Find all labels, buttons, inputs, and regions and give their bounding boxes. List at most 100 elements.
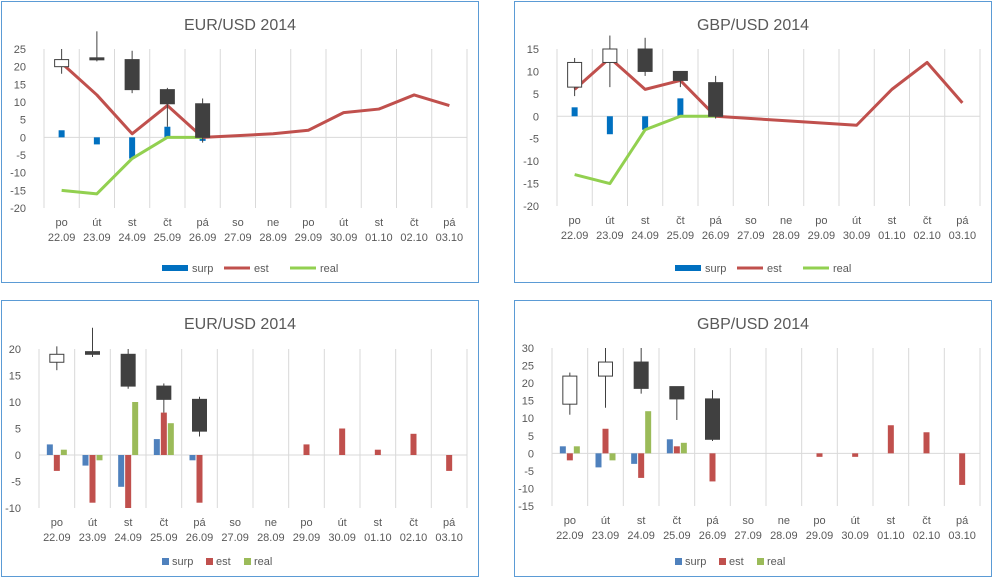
chart-panel-eurusd-bar: EUR/USD 2014 -10 -5 0 5 10 15 20 po 22.09 út 23.09 s… <box>1 300 479 577</box>
x-tick-day-label: pá <box>193 517 206 529</box>
x-tick-day-label: út <box>92 217 101 229</box>
real-bar <box>680 442 687 454</box>
x-tick-day-label: pá <box>197 217 210 229</box>
legend-swatch-surp <box>162 265 188 271</box>
x-tick-day-label: pá <box>956 515 969 527</box>
x-tick-date-label: 22.09 <box>48 232 76 244</box>
real-bar <box>645 411 652 454</box>
est-bar <box>374 449 381 455</box>
x-tick-day-label: čt <box>673 515 682 527</box>
x-tick-day-label: po <box>300 517 312 529</box>
candle-body <box>708 82 724 117</box>
chart-eurusd-line: EUR/USD 2014 -20 -15 -10 -5 0 5 10 15 20 25 po 22.09… <box>10 17 468 275</box>
x-tick-day-label: ne <box>778 515 790 527</box>
x-tick-date-label: 29.09 <box>295 232 323 244</box>
x-tick-date-label: 27.09 <box>221 532 249 544</box>
x-tick-day-label: ne <box>267 217 279 229</box>
y-tick-label: 20 <box>522 378 534 390</box>
est-bar <box>303 444 310 455</box>
chart-gbpusd-line: GBP/USD 2014 -20 -15 -10 -5 0 5 10 15 po 22.09 út 23… <box>523 17 981 275</box>
legend-label-surp: surp <box>172 556 193 568</box>
y-tick-label: 5 <box>15 424 21 436</box>
x-tick-day-label: so <box>232 217 244 229</box>
chart-title: EUR/USD 2014 <box>184 17 296 34</box>
x-tick-date-label: 30.09 <box>330 232 358 244</box>
x-tick-day-label: st <box>637 515 646 527</box>
x-tick-date-label: 24.09 <box>627 530 655 542</box>
x-tick-date-label: 26.09 <box>702 230 730 242</box>
x-tick-date-label: 03.10 <box>436 232 464 244</box>
candle-body <box>192 398 207 432</box>
legend-swatch-est <box>719 558 726 565</box>
y-tick-label: 5 <box>533 89 539 101</box>
x-tick-date-label: 01.10 <box>878 230 906 242</box>
x-tick-day-label: st <box>641 215 650 227</box>
surp-bar <box>666 439 673 454</box>
legend-label-surp: surp <box>192 263 213 275</box>
x-tick-day-label: po <box>56 217 68 229</box>
surp-bar <box>595 453 602 468</box>
surp-bar <box>58 130 65 138</box>
y-tick-label: 20 <box>9 344 21 356</box>
x-tick-date-label: 02.10 <box>913 530 941 542</box>
legend-label-est: est <box>729 556 744 568</box>
legend-label-real: real <box>767 556 785 568</box>
y-tick-label: -10 <box>518 483 534 495</box>
x-tick-date-label: 01.10 <box>364 532 392 544</box>
x-tick-day-label: st <box>374 517 383 529</box>
est-bar <box>446 455 453 471</box>
x-tick-date-label: 28.09 <box>259 232 287 244</box>
x-tick-day-label: út <box>338 517 347 529</box>
surp-bar <box>46 444 53 455</box>
y-tick-label: 10 <box>9 397 21 409</box>
x-tick-day-label: so <box>745 215 757 227</box>
y-tick-label: 15 <box>527 44 539 56</box>
x-tick-date-label: 23.09 <box>83 232 111 244</box>
est-bar <box>959 453 966 485</box>
legend-label-real: real <box>254 556 272 568</box>
candle-body <box>195 103 211 138</box>
x-tick-date-label: 22.09 <box>556 530 584 542</box>
x-tick-day-label: st <box>124 517 133 529</box>
x-tick-date-label: 30.09 <box>328 532 356 544</box>
y-tick-label: 25 <box>14 44 26 56</box>
x-tick-day-label: čt <box>922 515 931 527</box>
x-tick-day-label: čt <box>409 517 418 529</box>
x-tick-day-label: st <box>128 217 137 229</box>
y-tick-label: -5 <box>16 150 26 162</box>
x-tick-date-label: 29.09 <box>293 532 321 544</box>
x-tick-date-label: 02.10 <box>400 232 428 244</box>
x-tick-date-label: 25.09 <box>667 230 695 242</box>
x-tick-date-label: 29.09 <box>806 530 834 542</box>
x-tick-date-label: 25.09 <box>154 232 182 244</box>
surp-bar <box>189 455 196 461</box>
x-tick-date-label: 03.10 <box>949 230 977 242</box>
legend-label-real: real <box>320 263 338 275</box>
surp-bar <box>677 98 684 117</box>
x-tick-day-label: pá <box>706 515 719 527</box>
candle-body <box>705 398 720 440</box>
est-bar <box>125 455 132 508</box>
candle-body <box>602 48 618 63</box>
x-tick-day-label: čt <box>676 215 685 227</box>
x-tick-day-label: ne <box>780 215 792 227</box>
x-tick-date-label: 01.10 <box>877 530 905 542</box>
y-tick-label: 0 <box>20 132 26 144</box>
real-bar <box>60 449 67 455</box>
x-tick-date-label: 25.09 <box>150 532 178 544</box>
surp-bar <box>153 439 160 455</box>
candle-body <box>562 375 578 405</box>
est-bar <box>709 453 716 482</box>
x-tick-day-label: po <box>302 217 314 229</box>
x-tick-date-label: 02.10 <box>913 230 941 242</box>
x-tick-day-label: út <box>851 515 860 527</box>
x-tick-date-label: 26.09 <box>189 232 217 244</box>
y-tick-label: -20 <box>10 203 26 215</box>
x-tick-date-label: 27.09 <box>734 530 762 542</box>
x-tick-day-label: út <box>339 217 348 229</box>
real-line <box>574 114 716 186</box>
chart-panel-gbpusd-bar: GBP/USD 2014 -15 -10 -5 0 5 10 15 20 25 30 po 22.09 ú… <box>514 300 992 577</box>
legend-label-real: real <box>833 263 851 275</box>
est-bar <box>638 453 645 478</box>
x-tick-day-label: po <box>569 215 581 227</box>
